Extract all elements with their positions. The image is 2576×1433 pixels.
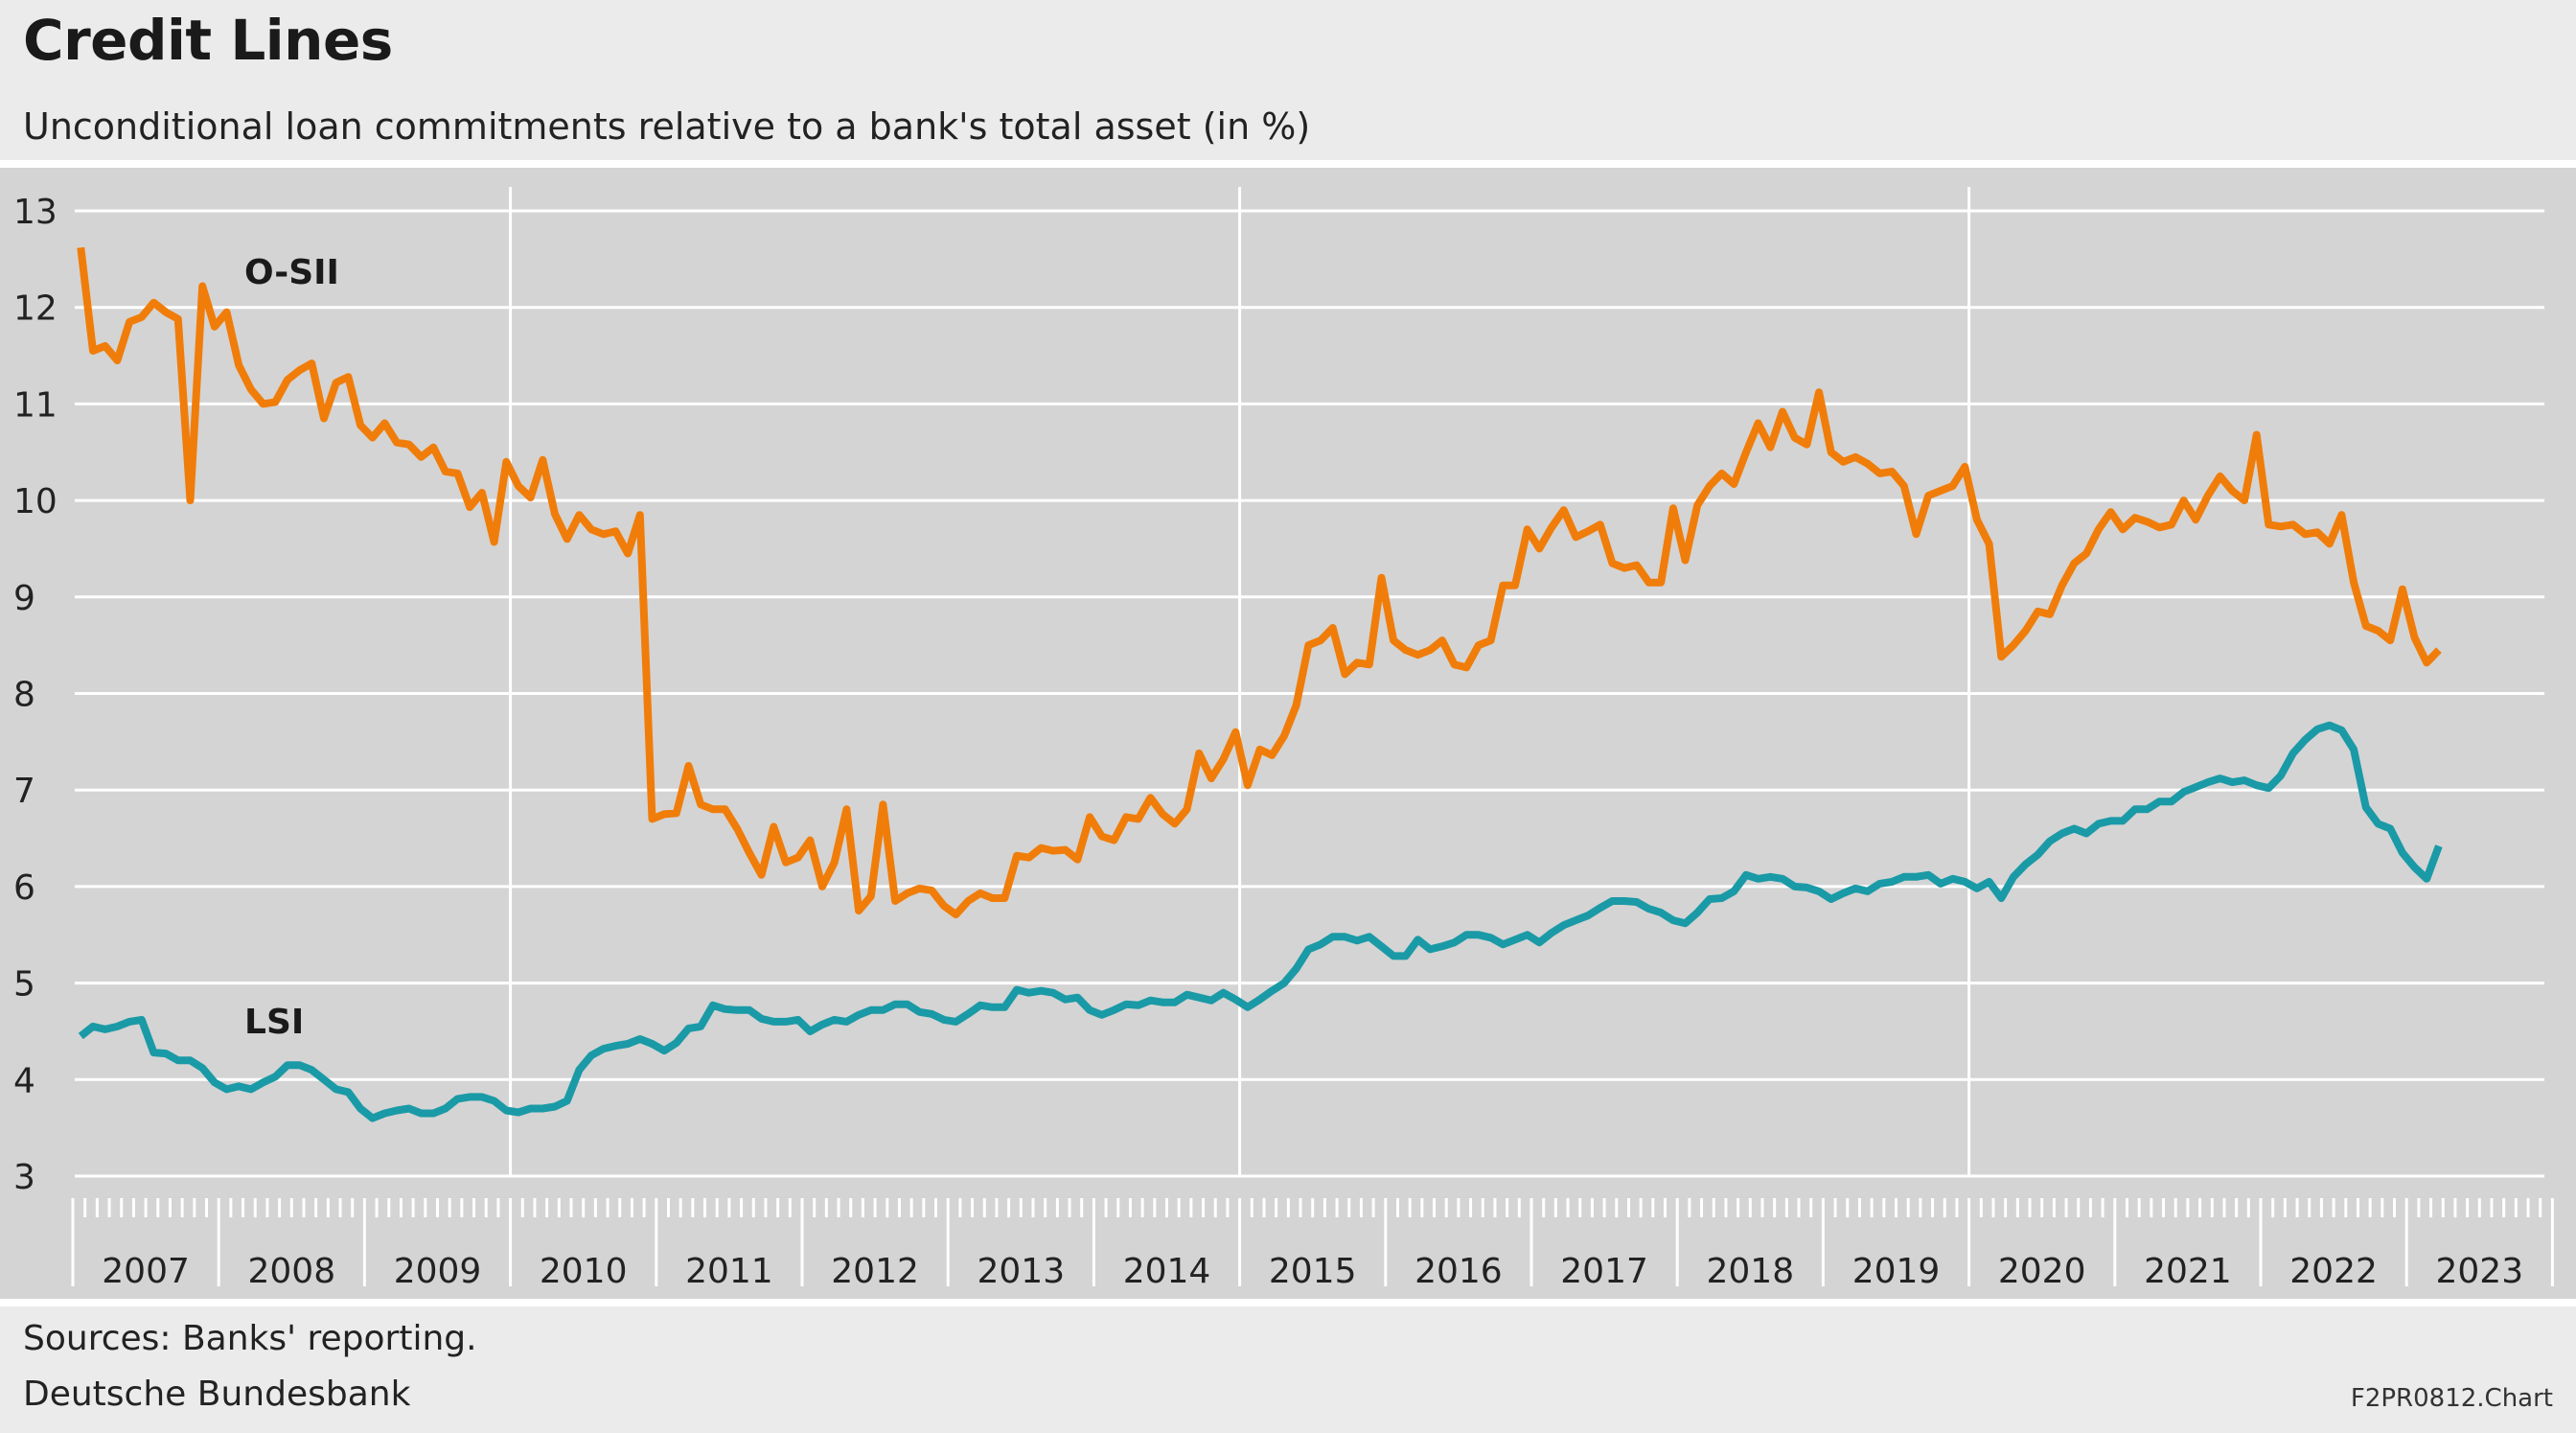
- footer-chart-code: F2PR0812.Chart: [2350, 1384, 2553, 1413]
- x-tick-label-2018: 2018: [1706, 1252, 1794, 1291]
- x-tick-label-2010: 2010: [540, 1252, 628, 1291]
- x-tick-label-2023: 2023: [2435, 1252, 2523, 1291]
- series-line-o-sii: [77, 246, 2442, 919]
- x-tick-label-2020: 2020: [1998, 1252, 2086, 1291]
- y-tick-label-13: 13: [13, 193, 58, 232]
- x-tick-label-2009: 2009: [394, 1252, 482, 1291]
- y-tick-label-5: 5: [13, 965, 35, 1005]
- subtitle: Unconditional loan commitments relative …: [23, 105, 1311, 148]
- series-line-lsi: [78, 721, 2443, 1122]
- x-tick-label-2021: 2021: [2144, 1252, 2232, 1291]
- y-tick-label-7: 7: [13, 772, 35, 811]
- y-tick-label-12: 12: [13, 289, 58, 329]
- title: Credit Lines: [23, 8, 393, 73]
- footer-divider: [0, 1299, 2576, 1306]
- y-tick-label-8: 8: [13, 676, 35, 715]
- y-tick-label-9: 9: [13, 579, 35, 618]
- series-label-lsi: LSI: [244, 1003, 304, 1042]
- header-divider: [0, 160, 2576, 168]
- series-label-o-sii: O-SII: [244, 253, 339, 292]
- x-tick-label-2015: 2015: [1269, 1252, 1357, 1291]
- footer-sources: Sources: Banks' reporting.: [23, 1319, 477, 1358]
- x-tick-label-2019: 2019: [1852, 1252, 1941, 1291]
- x-tick-label-2017: 2017: [1560, 1252, 1648, 1291]
- x-tick-label-2011: 2011: [685, 1252, 773, 1291]
- y-tick-label-10: 10: [13, 482, 58, 521]
- x-tick-label-2008: 2008: [247, 1252, 335, 1291]
- y-tick-label-11: 11: [13, 385, 58, 425]
- x-tick-label-2014: 2014: [1123, 1252, 1211, 1291]
- y-tick-label-6: 6: [13, 868, 35, 908]
- footer-org: Deutsche Bundesbank: [23, 1375, 411, 1414]
- x-tick-label-2013: 2013: [977, 1252, 1065, 1291]
- y-tick-label-3: 3: [13, 1158, 35, 1197]
- y-tick-label-4: 4: [13, 1061, 35, 1100]
- x-tick-label-2022: 2022: [2289, 1252, 2378, 1291]
- x-tick-label-2007: 2007: [102, 1252, 190, 1291]
- x-tick-label-2016: 2016: [1414, 1252, 1503, 1291]
- x-tick-label-2012: 2012: [831, 1252, 919, 1291]
